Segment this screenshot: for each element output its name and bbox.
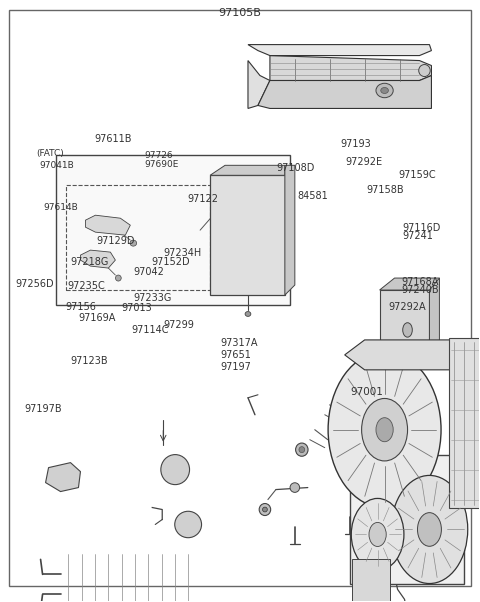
Ellipse shape (369, 523, 386, 547)
Polygon shape (248, 61, 270, 108)
Text: 97234H: 97234H (163, 248, 202, 258)
Ellipse shape (245, 312, 251, 317)
Polygon shape (85, 215, 130, 235)
Text: 97152D: 97152D (152, 257, 190, 267)
Ellipse shape (328, 352, 441, 507)
Text: (FATC): (FATC) (36, 149, 64, 158)
Text: 97611B: 97611B (95, 134, 132, 144)
Bar (56, 155, 230, 305)
Ellipse shape (381, 87, 388, 93)
Ellipse shape (290, 483, 300, 492)
Bar (352, 559, 390, 602)
Text: 84581: 84581 (298, 191, 328, 201)
Text: 97041B: 97041B (39, 161, 74, 170)
Text: 97218G: 97218G (70, 257, 108, 267)
Ellipse shape (351, 498, 404, 571)
Text: 97129D: 97129D (96, 236, 135, 246)
Text: 97651: 97651 (221, 350, 252, 360)
Ellipse shape (296, 443, 308, 456)
Ellipse shape (299, 447, 305, 453)
Polygon shape (248, 45, 432, 55)
Text: 97105B: 97105B (218, 8, 262, 17)
Text: 97292E: 97292E (345, 157, 383, 167)
Text: 97001: 97001 (350, 387, 383, 397)
Text: 97168A: 97168A (402, 277, 439, 287)
Ellipse shape (116, 275, 121, 281)
Polygon shape (285, 166, 295, 295)
Text: 97156: 97156 (65, 302, 96, 312)
Text: 97158B: 97158B (367, 185, 405, 195)
Ellipse shape (376, 418, 393, 442)
Text: 97159C: 97159C (398, 170, 435, 180)
Ellipse shape (161, 455, 190, 485)
Bar (210, 175, 285, 295)
Text: 97197B: 97197B (24, 404, 62, 414)
Text: 97299: 97299 (163, 320, 194, 330)
Bar (449, 338, 480, 507)
Ellipse shape (376, 83, 393, 98)
Bar (182, 518, 188, 527)
Text: 97726: 97726 (144, 151, 173, 160)
Text: 97108D: 97108D (276, 163, 314, 173)
Ellipse shape (403, 323, 412, 337)
Polygon shape (270, 55, 432, 81)
Ellipse shape (263, 507, 267, 512)
Bar (380, 290, 430, 360)
Text: 97241: 97241 (403, 231, 433, 241)
Text: 97614B: 97614B (44, 203, 79, 213)
Text: 97197: 97197 (221, 362, 252, 372)
Text: 97690E: 97690E (144, 160, 179, 169)
Text: 97193: 97193 (340, 138, 371, 149)
Text: 97013: 97013 (122, 303, 153, 313)
Text: 97123B: 97123B (70, 356, 108, 366)
Text: 97292A: 97292A (388, 302, 426, 312)
Text: 97235C: 97235C (68, 281, 106, 291)
Bar (168, 462, 175, 473)
Polygon shape (46, 462, 81, 492)
Polygon shape (380, 278, 439, 290)
Text: 97317A: 97317A (221, 338, 258, 348)
Text: 97256D: 97256D (15, 279, 54, 289)
Text: 97042: 97042 (134, 267, 165, 277)
Polygon shape (210, 166, 285, 175)
Text: 97240B: 97240B (402, 285, 439, 295)
Ellipse shape (418, 513, 442, 546)
Ellipse shape (361, 399, 408, 461)
Ellipse shape (130, 240, 137, 246)
Text: 97122: 97122 (187, 194, 218, 204)
Text: 97233G: 97233G (134, 293, 172, 303)
Polygon shape (345, 340, 459, 370)
Text: 97169A: 97169A (78, 313, 116, 323)
Ellipse shape (175, 511, 202, 538)
Polygon shape (81, 250, 115, 268)
Ellipse shape (391, 476, 468, 583)
Text: 97114C: 97114C (131, 325, 168, 335)
Bar (65, 185, 210, 290)
Bar (56, 155, 290, 305)
Ellipse shape (259, 503, 271, 515)
Polygon shape (258, 75, 432, 108)
Text: 97116D: 97116D (403, 223, 441, 233)
Bar (350, 455, 464, 585)
Polygon shape (430, 278, 439, 360)
Ellipse shape (419, 64, 430, 76)
